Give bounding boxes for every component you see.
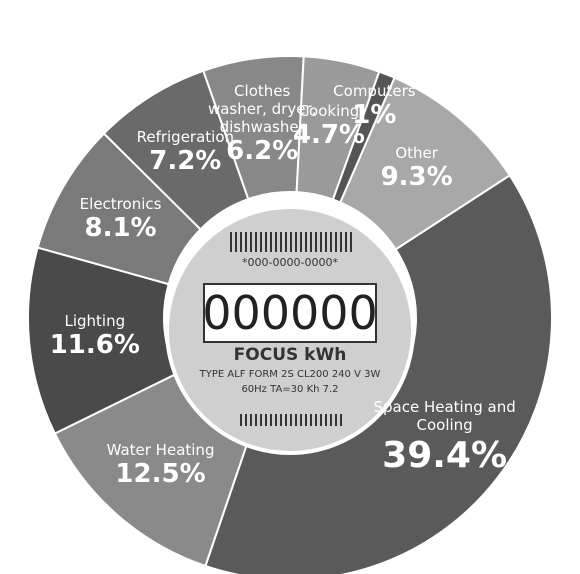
meter-spec: 60Hz TA=30 Kh 7.2 [0,384,580,395]
value-label: 8.1% [66,213,176,243]
value-label: 12.5% [106,459,216,489]
value-label: 39.4% [360,434,530,478]
serial: *000-0000-0000* [0,256,580,269]
barcode-top [228,232,352,252]
category-label: Computers [329,82,419,100]
category-label: Water Heating [106,441,216,459]
category-label: Space Heating and Cooling [360,398,530,434]
value-label: 1% [329,100,419,130]
category-label: Lighting [40,312,150,330]
barcode-bottom [238,414,342,426]
value-label: 11.6% [40,330,150,360]
chart: *000-0000-0000* 000000 FOCUS kWh TYPE AL… [0,0,580,574]
meter-type: TYPE ALF FORM 2S CL200 240 V 3W [0,369,580,380]
value-label: 9.3% [362,162,472,192]
category-label: Electronics [66,195,176,213]
category-label: Other [362,144,472,162]
